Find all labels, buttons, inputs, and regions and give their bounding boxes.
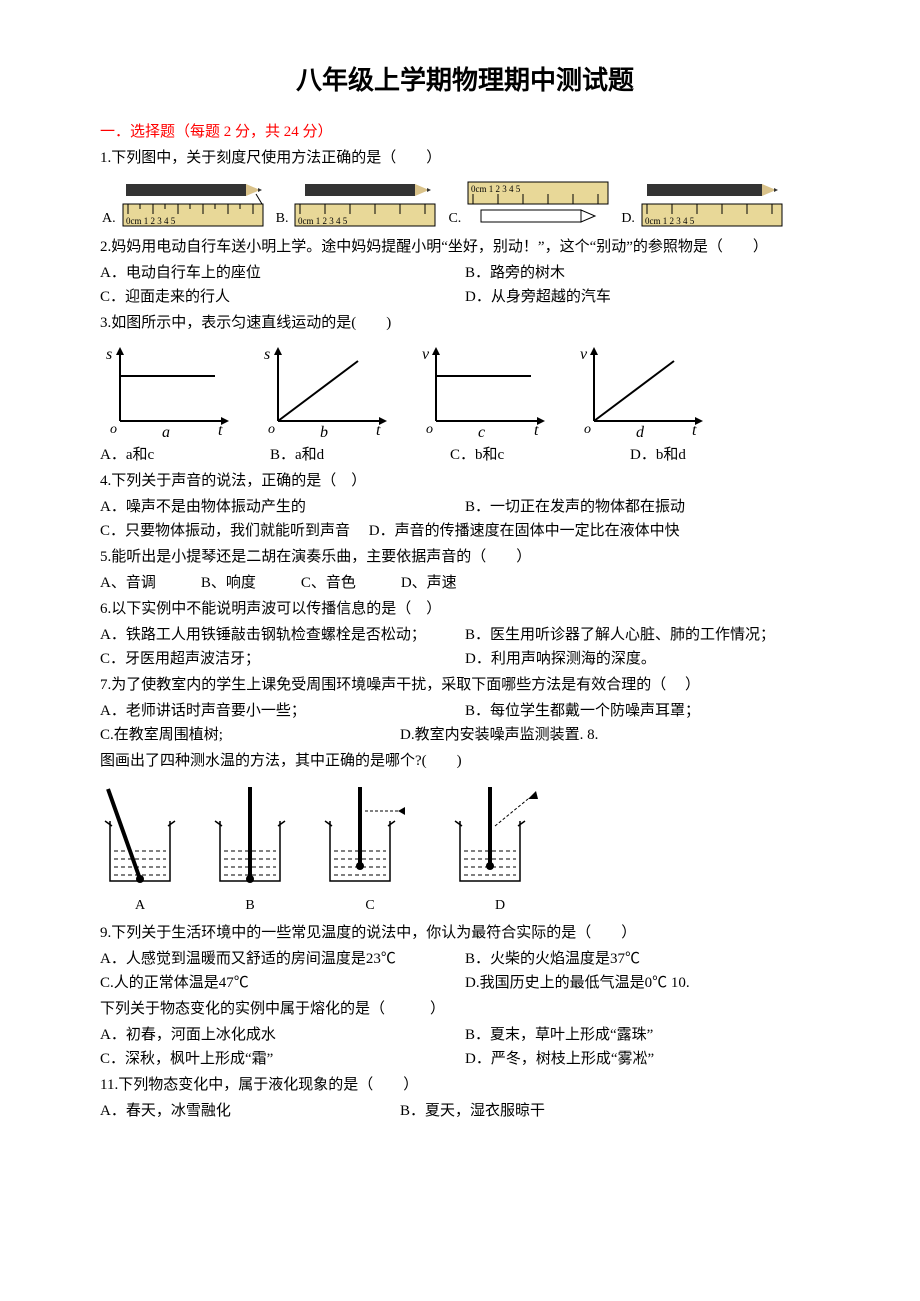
ruler-b: 0cm 1 2 3 4 5 <box>290 176 440 231</box>
q7-stem: 7.为了使教室内的学生上课免受周围环境噪声干扰，采取下面哪些方法是有效合理的（ … <box>100 673 830 697</box>
graph-d: v t o d <box>574 341 714 441</box>
svg-text:v: v <box>422 346 430 363</box>
q1-stem: 1.下列图中，关于刻度尺使用方法正确的是（ ） <box>100 146 830 170</box>
q3-c: C．b和c <box>450 443 630 467</box>
q6-stem: 6.以下实例中不能说明声波可以传播信息的是（ ） <box>100 597 830 621</box>
q4-stem: 4.下列关于声音的说法，正确的是（ ） <box>100 469 830 493</box>
svg-text:t: t <box>534 422 539 439</box>
graph-a: s t o a <box>100 341 240 441</box>
q4-a: A．噪声不是由物体振动产生的 <box>100 495 465 519</box>
q9-d: D.我国历史上的最低气温是0℃ 10. <box>465 971 830 995</box>
svg-text:c: c <box>478 424 485 441</box>
svg-text:o: o <box>268 422 275 437</box>
section-heading: 一．选择题（每题 2 分，共 24 分） <box>100 120 830 144</box>
q1-opt-a: A. <box>102 208 116 230</box>
q2-c: C．迎面走来的行人 <box>100 285 465 309</box>
q1-figures: A. 0cm 1 2 3 4 5 B. <box>100 176 830 231</box>
q2-a: A．电动自行车上的座位 <box>100 261 465 285</box>
q5-stem: 5.能听出是小提琴还是二胡在演奏乐曲，主要依据声音的（ ） <box>100 545 830 569</box>
q3-b: B．a和d <box>270 443 450 467</box>
svg-text:0cm 1 2 3 4 5: 0cm 1 2 3 4 5 <box>645 216 695 226</box>
q10-c: C．深秋，枫叶上形成“霜” <box>100 1047 465 1071</box>
beaker-b <box>210 781 290 891</box>
q2-d: D．从身旁超越的汽车 <box>465 285 830 309</box>
q6-c: C．牙医用超声波洁牙； <box>100 647 465 671</box>
svg-text:0cm 1 2 3 4 5: 0cm 1 2 3 4 5 <box>126 216 176 226</box>
ruler-c: 0cm 1 2 3 4 5 <box>463 176 613 231</box>
svg-text:b: b <box>320 424 328 441</box>
q9-c: C.人的正常体温是47℃ <box>100 971 465 995</box>
q7-b: B．每位学生都戴一个防噪声耳罩； <box>465 699 830 723</box>
q1-opt-c: C. <box>448 208 461 230</box>
q2-stem: 2.妈妈用电动自行车送小明上学。途中妈妈提醒小明“坐好，别动！”，这个“别动”的… <box>100 235 830 259</box>
ruler-d: 0cm 1 2 3 4 5 <box>637 176 787 231</box>
q1-opt-b: B. <box>276 208 289 230</box>
svg-text:d: d <box>636 424 645 441</box>
q5-opts: A、音调 B、响度 C、音色 D、声速 <box>100 571 830 595</box>
beaker-d <box>450 781 550 891</box>
q3-a: A．a和c <box>100 443 270 467</box>
q9-a: A．人感觉到温暖而又舒适的房间温度是23℃ <box>100 947 465 971</box>
ruler-a: 0cm 1 2 3 4 5 <box>118 176 268 231</box>
svg-text:o: o <box>584 422 591 437</box>
q10-d: D．严冬，树枝上形成“雾凇” <box>465 1047 830 1071</box>
q4-b: B．一切正在发声的物体都在振动 <box>465 495 830 519</box>
q8-label-c: C <box>320 895 420 917</box>
q3-stem: 3.如图所示中，表示匀速直线运动的是( ) <box>100 311 830 335</box>
svg-text:t: t <box>218 422 223 439</box>
q3-graphs: s t o a s t o b v t o c v t o d <box>100 341 830 441</box>
page-title: 八年级上学期物理期中测试题 <box>100 60 830 102</box>
beaker-c <box>320 781 420 891</box>
q7-c: C.在教室周围植树; <box>100 723 400 747</box>
q10-a: A．初春，河面上冰化成水 <box>100 1023 465 1047</box>
q11-a: A．春天，冰雪融化 <box>100 1099 400 1123</box>
q8-stem: 图画出了四种测水温的方法，其中正确的是哪个?( ) <box>100 749 830 773</box>
q7-a: A．老师讲话时声音要小一些； <box>100 699 465 723</box>
svg-text:0cm 1 2 3 4 5: 0cm 1 2 3 4 5 <box>471 184 521 194</box>
beaker-a <box>100 781 180 891</box>
q8-figures: A B <box>100 781 830 917</box>
q8-label-a: A <box>100 895 180 917</box>
q8-label-b: B <box>210 895 290 917</box>
svg-text:t: t <box>692 422 697 439</box>
svg-text:o: o <box>110 422 117 437</box>
q10-stem: 下列关于物态变化的实例中属于熔化的是（ ） <box>100 997 830 1021</box>
q2-b: B．路旁的树木 <box>465 261 830 285</box>
svg-text:s: s <box>264 346 270 363</box>
q4-cd: C．只要物体振动，我们就能听到声音 D．声音的传播速度在固体中一定比在液体中快 <box>100 519 830 543</box>
svg-text:a: a <box>162 424 170 441</box>
svg-text:v: v <box>580 346 588 363</box>
q8-label-d: D <box>450 895 550 917</box>
q7-d: D.教室内安装噪声监测装置. 8. <box>400 723 830 747</box>
q6-b: B．医生用听诊器了解人心脏、肺的工作情况； <box>465 623 830 647</box>
q6-a: A．铁路工人用铁锤敲击钢轨检查螺栓是否松动； <box>100 623 465 647</box>
graph-b: s t o b <box>258 341 398 441</box>
svg-text:t: t <box>376 422 381 439</box>
q9-stem: 9.下列关于生活环境中的一些常见温度的说法中，你认为最符合实际的是（ ） <box>100 921 830 945</box>
q9-b: B．火柴的火焰温度是37℃ <box>465 947 830 971</box>
q3-d: D．b和d <box>630 443 686 467</box>
svg-text:0cm 1 2 3 4 5: 0cm 1 2 3 4 5 <box>298 216 348 226</box>
q6-d: D．利用声呐探测海的深度。 <box>465 647 830 671</box>
q11-stem: 11.下列物态变化中，属于液化现象的是（ ） <box>100 1073 830 1097</box>
graph-c: v t o c <box>416 341 556 441</box>
q11-b: B．夏天，湿衣服晾干 <box>400 1099 830 1123</box>
svg-text:o: o <box>426 422 433 437</box>
q10-b: B．夏末，草叶上形成“露珠” <box>465 1023 830 1047</box>
q1-opt-d: D. <box>621 208 635 230</box>
svg-text:s: s <box>106 346 112 363</box>
